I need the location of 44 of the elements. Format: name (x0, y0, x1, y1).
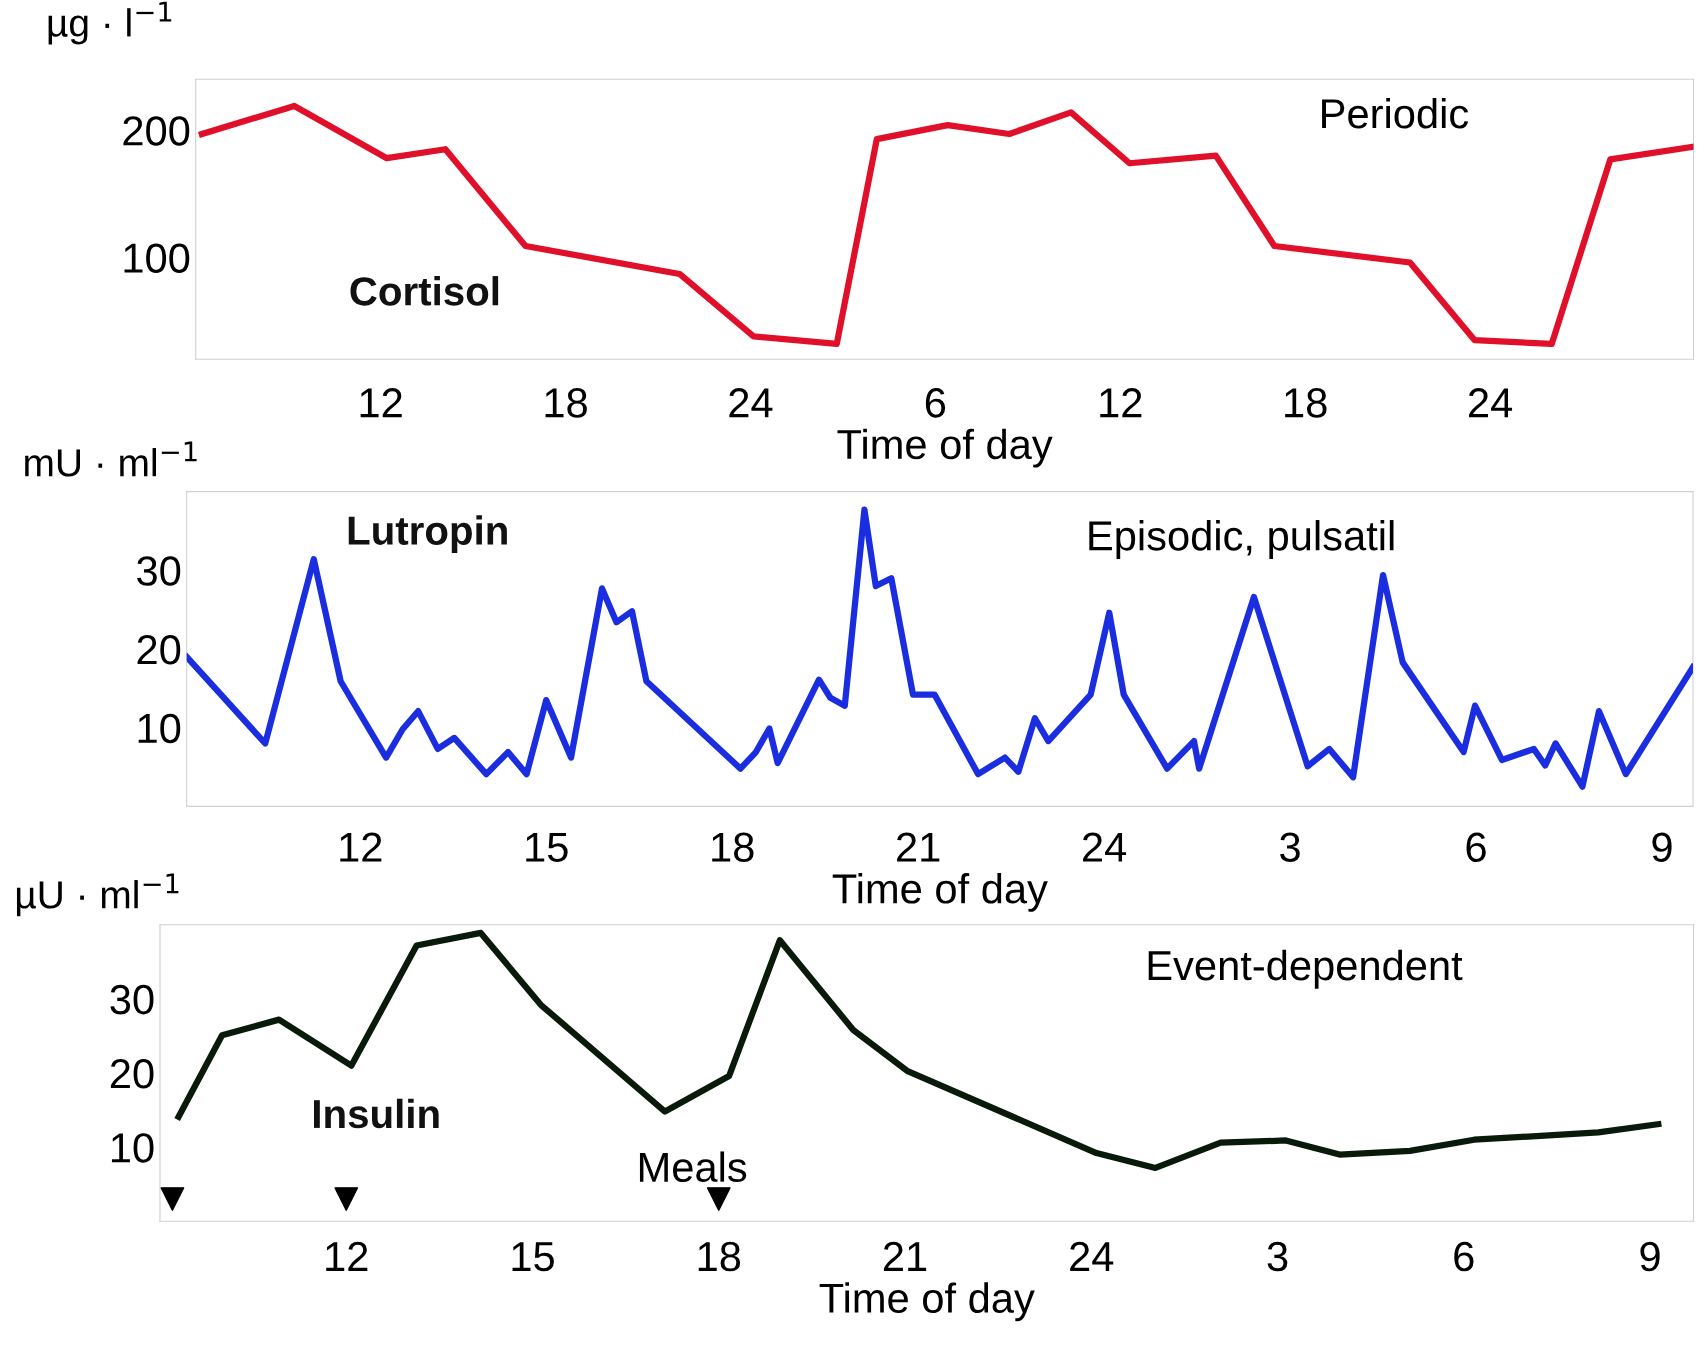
x-tick-label: 15 (512, 1242, 554, 1272)
x-tick-label: 18 (545, 388, 587, 418)
y-tick-label: 200 (123, 116, 190, 146)
y-axis-title: mU · ml$^{−1}$ (25, 441, 197, 477)
x-tick-label: 12 (340, 832, 382, 862)
x-tick-label: 6 (1454, 1241, 1474, 1272)
x-tick-label: 21 (883, 1241, 927, 1271)
x-tick-label: 18 (698, 1241, 741, 1272)
x-tick-label: 18 (1285, 388, 1327, 418)
y-tick-label: 20 (137, 635, 181, 665)
x-tick-label: 6 (925, 388, 946, 418)
series-label: Insulin (314, 1098, 439, 1129)
y-tick-label: 20 (110, 1059, 154, 1089)
x-tick-label: 24 (1083, 832, 1127, 862)
x-axis-title: Time of day (837, 428, 1053, 468)
annotation: Meals (639, 1151, 747, 1183)
x-axis-title: Time of day (832, 872, 1048, 912)
x-tick-label: 3 (1280, 832, 1300, 862)
x-tick-label: 15 (526, 832, 568, 862)
y-tick-label: 30 (110, 984, 154, 1015)
y-tick-label: 10 (111, 1133, 154, 1163)
chart-subtitle: Periodic (1322, 97, 1469, 129)
x-tick-label: 18 (712, 832, 754, 862)
y-tick-label: 30 (137, 556, 181, 586)
x-tick-label: 12 (1100, 388, 1142, 418)
y-axis-title: µU · ml$^{−1}$ (16, 873, 179, 917)
y-tick-label: 10 (138, 713, 181, 744)
text: Event-dependent (1148, 949, 1463, 989)
x-tick-label: 24 (1070, 1241, 1114, 1271)
y-axis-title: µg · l$^{−1}$ (48, 1, 172, 45)
x-tick-label: 12 (360, 388, 402, 418)
x-tick-label: 24 (729, 388, 773, 418)
y-tick-label: 100 (124, 243, 190, 273)
x-tick-label: 3 (1267, 1241, 1288, 1272)
text: Episodic, pulsatil (1089, 520, 1394, 559)
x-tick-label: 9 (1640, 1241, 1660, 1272)
x-tick-label: 21 (897, 832, 940, 862)
series-label: Lutropin (348, 515, 507, 553)
series-label: Cortisol (350, 276, 499, 306)
x-axis-title: Time of day (819, 1282, 1035, 1322)
x-tick-label: 9 (1652, 832, 1672, 862)
x-tick-label: 24 (1469, 388, 1513, 418)
x-tick-label: 12 (326, 1241, 368, 1271)
x-tick-label: 6 (1466, 832, 1486, 862)
